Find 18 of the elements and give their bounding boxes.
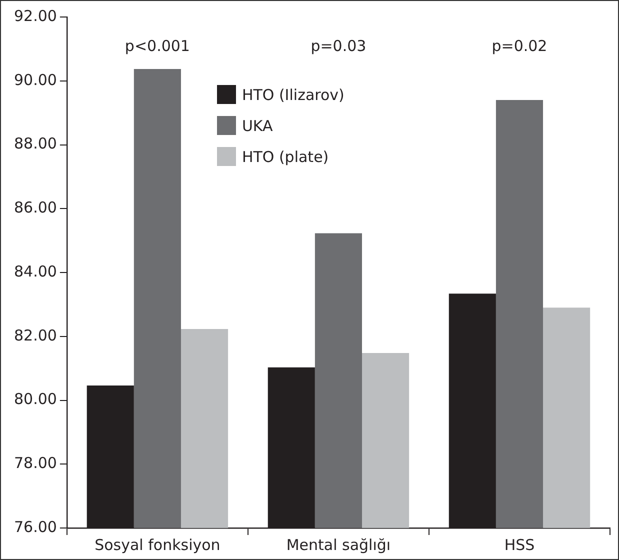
legend-label: HTO (Ilizarov) <box>242 86 344 104</box>
legend-label: UKA <box>242 116 273 134</box>
y-tick-label: 90.00 <box>14 70 57 89</box>
x-tick-label: Mental sağlığı <box>286 536 391 554</box>
y-tick-label: 84.00 <box>14 262 57 280</box>
annotation: p=0.03 <box>310 36 366 55</box>
legend-label: HTO (plate) <box>242 148 329 166</box>
x-tick-label: Sosyal fonksiyon <box>94 536 220 554</box>
y-tick-label: 80.00 <box>14 390 57 408</box>
y-tick-label: 92.00 <box>14 6 57 25</box>
y-tick-label: 76.00 <box>14 518 57 536</box>
y-tick-label: 82.00 <box>14 326 57 344</box>
annotation: p<0.001 <box>124 36 190 55</box>
annotation: p=0.02 <box>492 36 548 55</box>
y-tick-label: 78.00 <box>14 454 57 472</box>
y-tick-label: 88.00 <box>14 134 57 153</box>
x-tick-label: HSS <box>504 536 535 554</box>
y-tick-label: 86.00 <box>14 198 57 217</box>
